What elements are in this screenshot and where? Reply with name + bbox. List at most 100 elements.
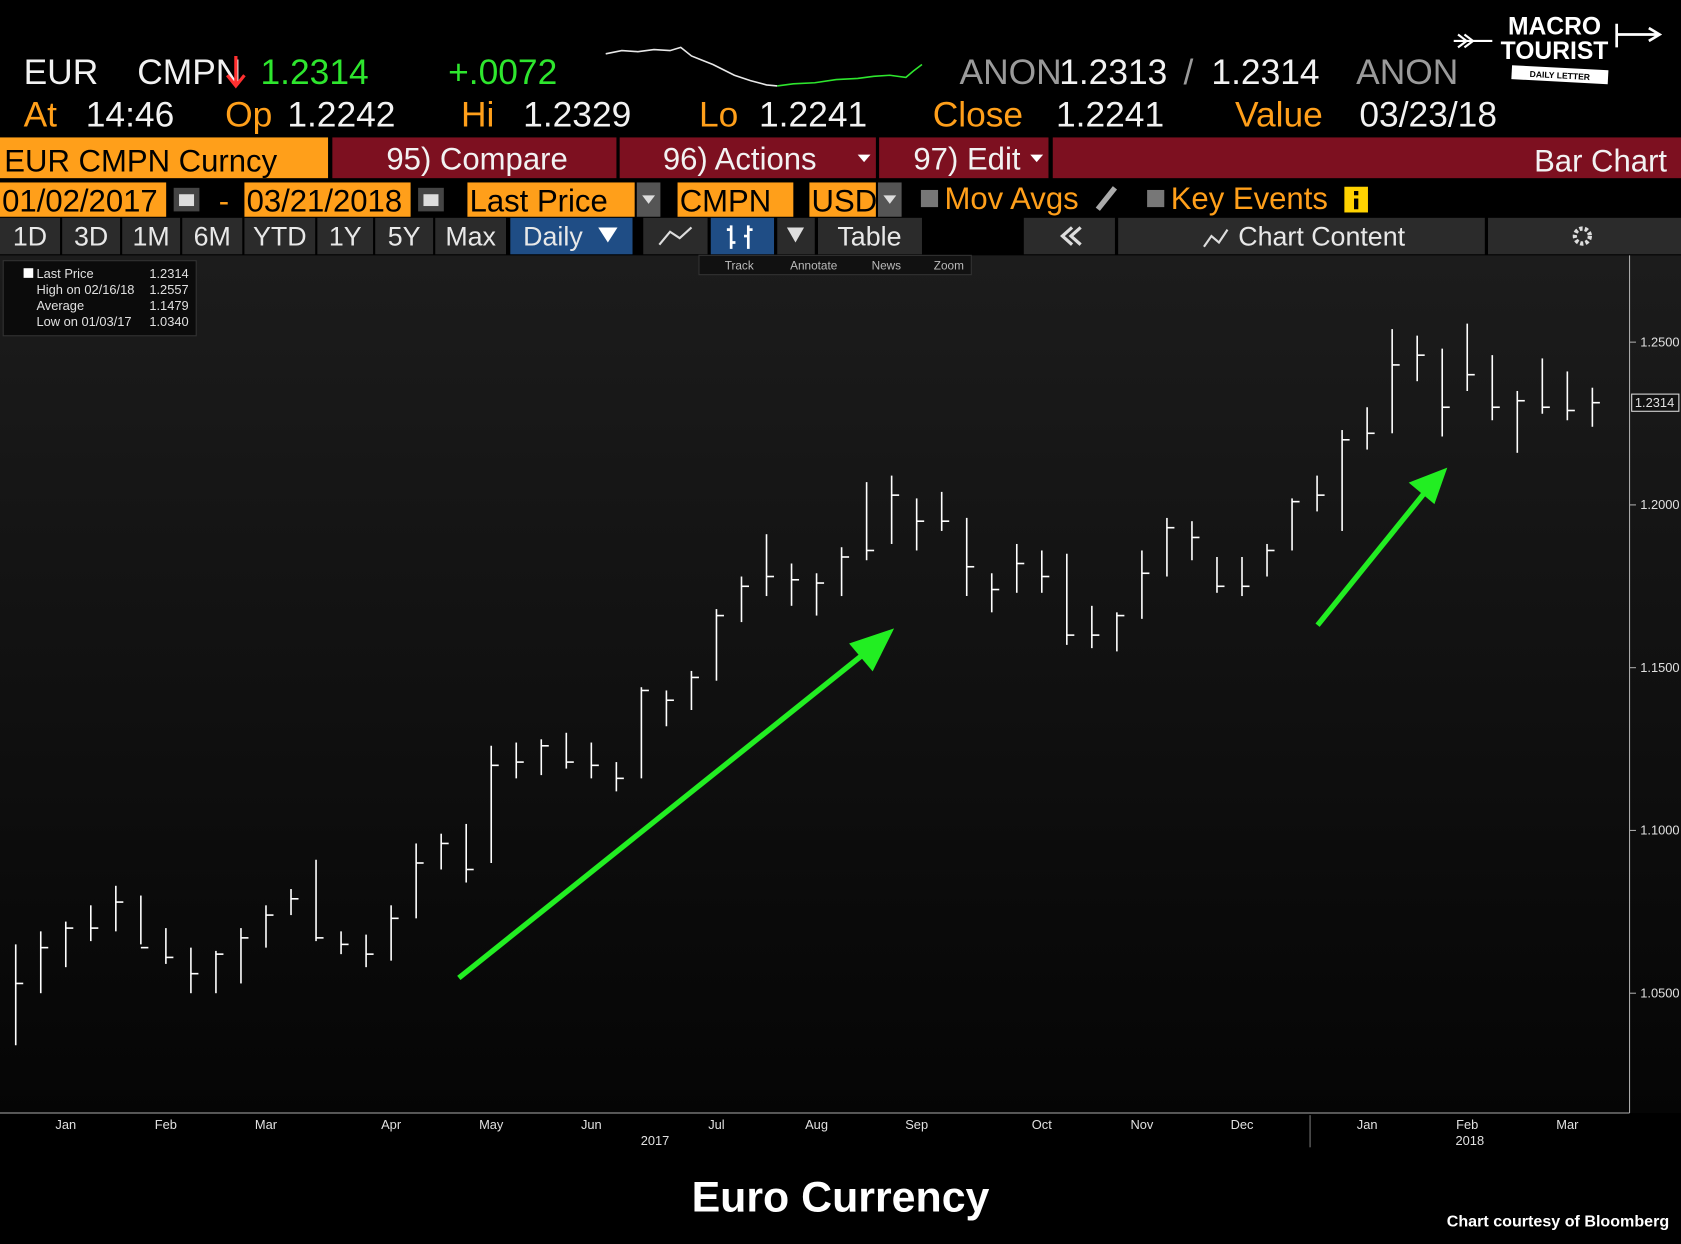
last-price-label: 1.2314	[1635, 395, 1674, 410]
end-date-box[interactable]	[244, 182, 411, 217]
period-button[interactable]	[375, 217, 434, 255]
line-chart-icon	[658, 226, 693, 246]
chart-kind-box	[1052, 137, 1681, 179]
x-tick-label: Jun	[581, 1117, 602, 1132]
y-tick-label: 1.2000	[1640, 497, 1679, 512]
calendar-glyph	[179, 194, 195, 207]
period-button[interactable]	[182, 217, 243, 255]
compare-label[interactable]: 95) Compare	[386, 142, 567, 177]
security[interactable]: EUR CMPN Curncy	[4, 144, 277, 179]
chart-kind: Bar Chart	[1534, 144, 1667, 179]
ask-source: ANON	[1356, 53, 1458, 92]
sparkline	[605, 46, 778, 87]
logo-banner	[1511, 65, 1609, 85]
period-label[interactable]: 1D	[13, 222, 47, 252]
legend-label: Last Price	[36, 266, 93, 281]
x-tick-label: Feb	[1456, 1117, 1478, 1132]
tool-label[interactable]: Annotate	[790, 259, 838, 272]
settings-button[interactable]	[1488, 217, 1681, 255]
edit-button[interactable]	[879, 137, 1049, 179]
start-date-box[interactable]	[0, 182, 167, 217]
credit: Chart courtesy of Bloomberg	[1447, 1213, 1669, 1231]
start-date[interactable]: 01/02/2017	[2, 183, 158, 218]
end-date[interactable]: 03/21/2018	[247, 183, 403, 218]
period-label[interactable]: 6M	[194, 222, 231, 252]
last-price-tag	[1631, 393, 1680, 412]
legend-value: 1.0340	[149, 314, 188, 329]
frequency[interactable]: Daily	[523, 222, 583, 252]
legend-label: High on 02/16/18	[36, 282, 134, 297]
key-events[interactable]: Key Events	[1171, 181, 1328, 216]
at-label: At	[24, 96, 58, 135]
actions-button[interactable]	[619, 137, 876, 179]
tool-label[interactable]: Track	[725, 259, 754, 272]
chart-content-button[interactable]	[1118, 217, 1485, 255]
x-tick-label: Apr	[381, 1117, 402, 1132]
net-change: +.0072	[448, 53, 557, 92]
period-button[interactable]	[244, 217, 316, 255]
arrow-head	[849, 628, 895, 672]
x-tick-label: Oct	[1032, 1117, 1052, 1132]
x-tick-label: Jan	[55, 1117, 76, 1132]
currency-box[interactable]	[809, 182, 876, 217]
value-date: 03/23/18	[1359, 96, 1497, 135]
x-tick-label: Aug	[805, 1117, 828, 1132]
period-label[interactable]: 5Y	[388, 222, 421, 252]
x-tick-label: Feb	[155, 1117, 177, 1132]
date-dash: -	[219, 183, 229, 218]
currency[interactable]: USD	[812, 183, 878, 218]
trend-arrows	[457, 467, 1448, 981]
checkbox[interactable]	[920, 189, 939, 208]
x-tick-label: Jul	[708, 1117, 724, 1132]
logo-tagline: DAILY LETTER	[1529, 69, 1591, 82]
tool-label[interactable]: Zoom	[934, 259, 964, 272]
plot: 1.0500 1.1000 1.1500 1.2000 1.2500 Jan Feb Mar A…	[14, 323, 1680, 1148]
info-glyph	[1354, 198, 1359, 210]
frequency-button[interactable]	[510, 217, 633, 255]
dropdown-caret	[883, 195, 897, 204]
period-label[interactable]: YTD	[253, 222, 307, 252]
legend-frame	[2, 260, 197, 337]
trend-arrow	[1315, 489, 1428, 627]
arrow-head	[1408, 467, 1448, 505]
period-label[interactable]: 3D	[74, 222, 108, 252]
gear-icon	[1572, 226, 1593, 246]
edit-label[interactable]: 97) Edit	[913, 142, 1020, 177]
mov-avgs[interactable]: Mov Avgs	[944, 181, 1078, 216]
down-arrow	[226, 55, 246, 89]
pricing-source-box[interactable]	[677, 182, 794, 217]
logo-line1: MACRO	[1508, 14, 1601, 41]
y-tick-label: 1.1000	[1640, 823, 1679, 838]
period-button[interactable]	[122, 217, 181, 255]
compare-button[interactable]	[332, 137, 617, 179]
chart-tools: Track Annotate News Zoom	[698, 254, 972, 276]
period-button[interactable]	[0, 217, 61, 255]
period-label[interactable]: 1Y	[329, 222, 362, 252]
footer-title: Euro Currency	[692, 1174, 990, 1222]
dropdown-caret	[598, 227, 618, 243]
checkbox[interactable]	[1147, 189, 1165, 208]
period-label[interactable]: 1M	[133, 222, 170, 252]
chart-content[interactable]: Chart Content	[1238, 222, 1405, 252]
actions-label[interactable]: 96) Actions	[663, 142, 817, 177]
period-button[interactable]	[317, 217, 374, 255]
period-button[interactable]	[62, 217, 121, 255]
plot-background	[0, 255, 1681, 1114]
period-button[interactable]	[435, 217, 507, 255]
legend-value: 1.1479	[149, 298, 188, 313]
y-tick-label: 1.2500	[1640, 334, 1679, 349]
tool-label[interactable]: News	[872, 259, 902, 272]
year-label: 2017	[641, 1133, 670, 1148]
sparkline-up	[777, 63, 923, 87]
table-button[interactable]	[817, 217, 922, 255]
field-box[interactable]	[467, 182, 635, 217]
logo-arrow-left	[1453, 33, 1493, 49]
period-label[interactable]: Max	[445, 222, 496, 252]
field[interactable]: Last Price	[470, 183, 608, 218]
pricing-source[interactable]: CMPN	[680, 183, 772, 218]
security-box[interactable]	[0, 137, 329, 179]
table-label[interactable]: Table	[837, 222, 901, 252]
bar-chart-button[interactable]	[710, 217, 775, 255]
collapse-icon	[1059, 226, 1082, 246]
pencil-icon[interactable]	[1095, 186, 1118, 211]
